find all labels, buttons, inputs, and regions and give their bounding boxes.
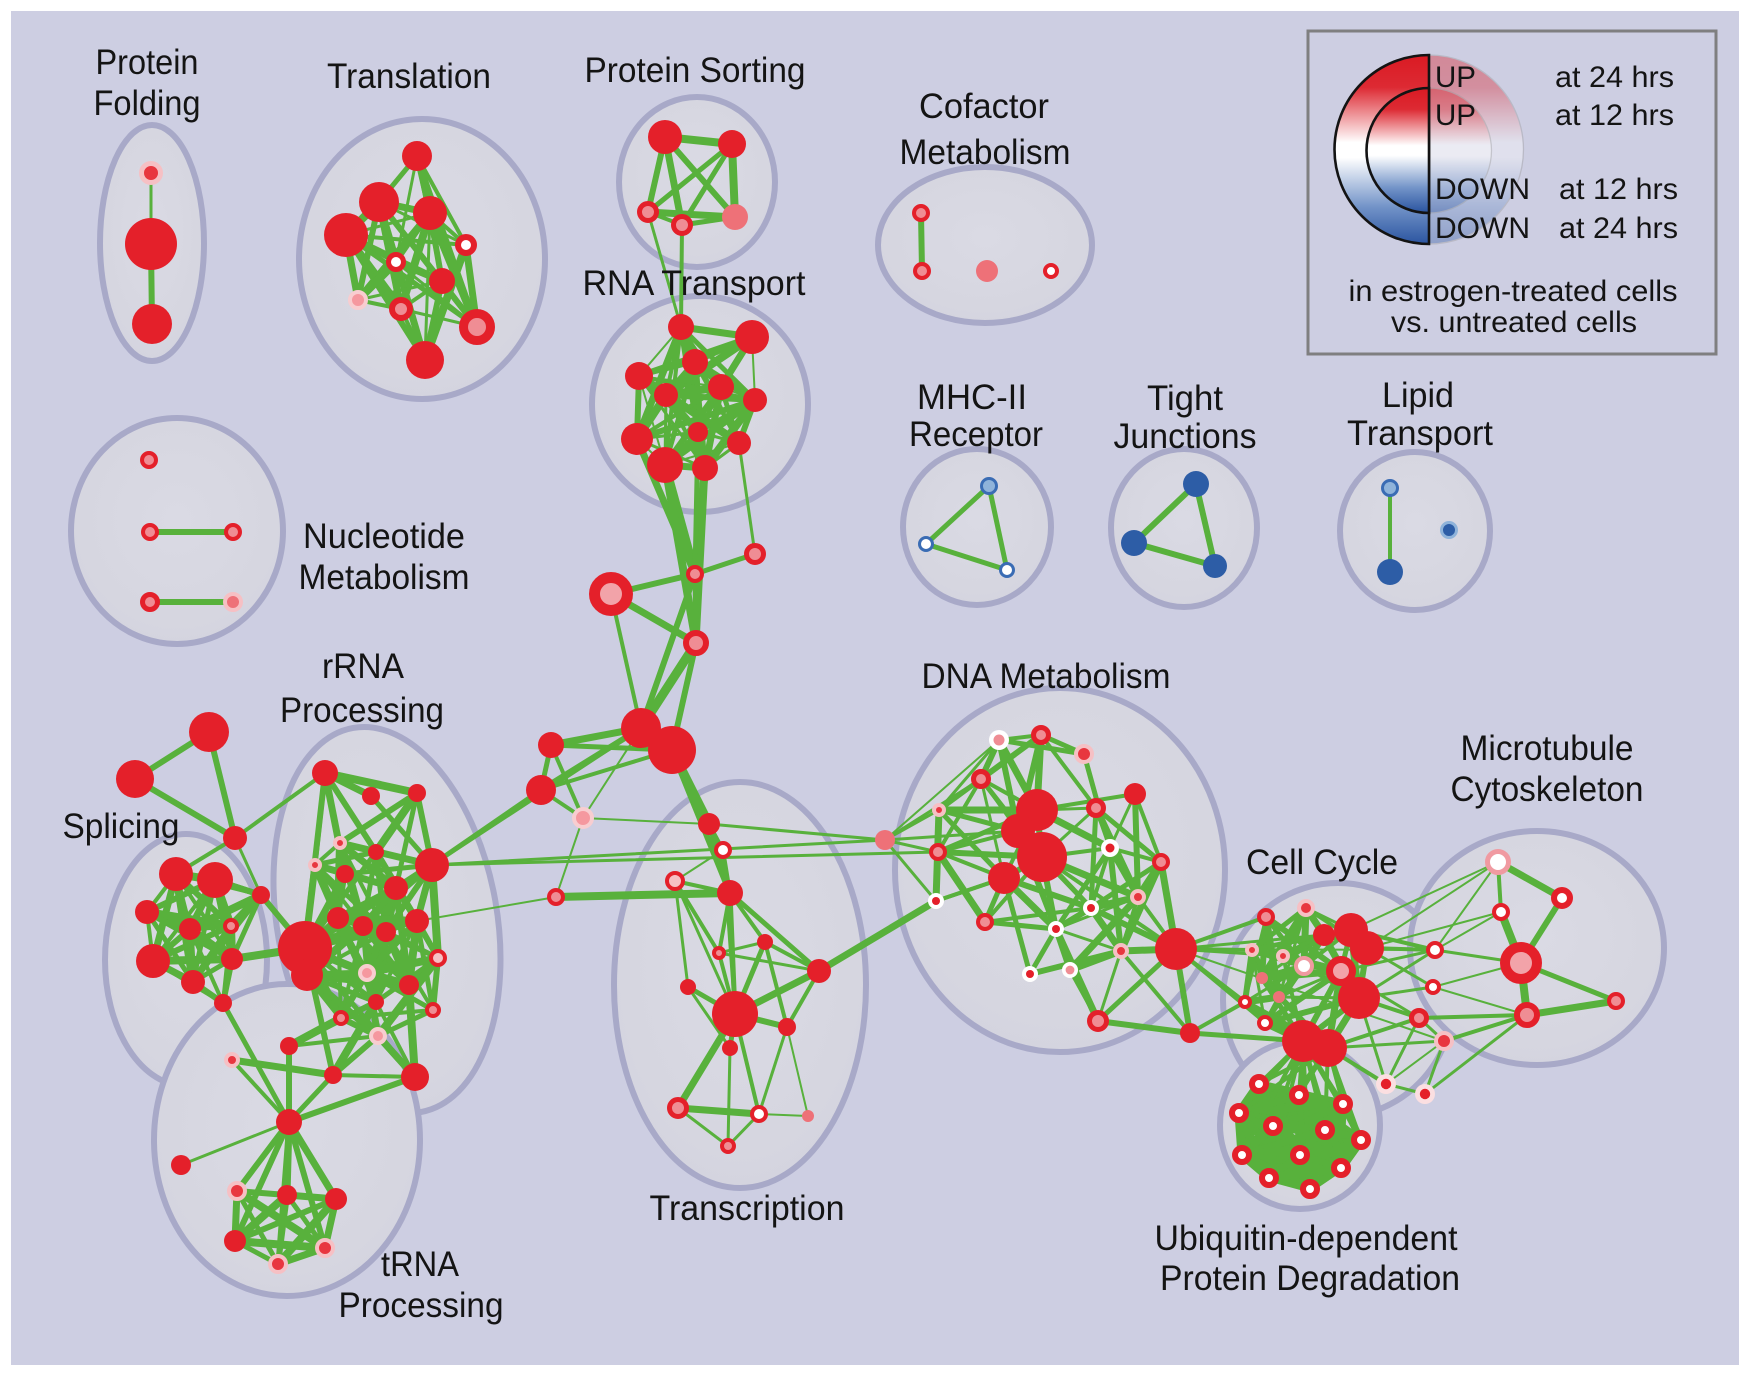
- svg-text:Transport: Transport: [1347, 413, 1493, 453]
- svg-text:at 24 hrs: at 24 hrs: [1559, 212, 1678, 245]
- svg-text:Splicing: Splicing: [63, 806, 180, 846]
- svg-text:Protein Degradation: Protein Degradation: [1160, 1258, 1460, 1298]
- svg-text:Cytoskeleton: Cytoskeleton: [1451, 769, 1644, 809]
- svg-text:DOWN: DOWN: [1435, 212, 1530, 245]
- svg-text:DOWN: DOWN: [1435, 173, 1530, 206]
- svg-text:Junctions: Junctions: [1114, 416, 1257, 456]
- svg-text:UP: UP: [1435, 61, 1476, 94]
- svg-text:rRNA: rRNA: [322, 646, 404, 686]
- svg-text:Tight: Tight: [1147, 378, 1223, 418]
- svg-text:MHC-II: MHC-II: [917, 377, 1027, 417]
- svg-text:Processing: Processing: [280, 690, 444, 730]
- svg-text:Processing: Processing: [339, 1285, 504, 1325]
- svg-text:RNA Transport: RNA Transport: [583, 263, 806, 303]
- svg-text:at 12 hrs: at 12 hrs: [1555, 99, 1674, 132]
- svg-text:Cofactor: Cofactor: [919, 86, 1049, 126]
- svg-text:Cell Cycle: Cell Cycle: [1246, 842, 1398, 882]
- svg-text:tRNA: tRNA: [381, 1244, 459, 1284]
- svg-text:vs. untreated cells: vs. untreated cells: [1391, 306, 1637, 339]
- svg-text:UP: UP: [1435, 99, 1476, 132]
- svg-text:Protein: Protein: [96, 42, 199, 82]
- svg-text:Translation: Translation: [327, 56, 491, 96]
- svg-text:DNA Metabolism: DNA Metabolism: [922, 656, 1171, 696]
- svg-text:Transcription: Transcription: [650, 1188, 845, 1228]
- svg-text:in estrogen-treated cells: in estrogen-treated cells: [1349, 275, 1678, 308]
- svg-text:Ubiquitin-dependent: Ubiquitin-dependent: [1155, 1218, 1458, 1258]
- svg-text:Protein Sorting: Protein Sorting: [585, 50, 806, 90]
- svg-text:Receptor: Receptor: [909, 414, 1043, 454]
- svg-text:Nucleotide: Nucleotide: [303, 516, 465, 556]
- svg-text:Microtubule: Microtubule: [1461, 728, 1634, 768]
- svg-text:Folding: Folding: [94, 83, 201, 123]
- svg-text:at 24 hrs: at 24 hrs: [1555, 61, 1674, 94]
- svg-text:Metabolism: Metabolism: [299, 557, 470, 597]
- svg-text:Metabolism: Metabolism: [900, 132, 1071, 172]
- svg-text:at 12 hrs: at 12 hrs: [1559, 173, 1678, 206]
- svg-text:Lipid: Lipid: [1382, 375, 1454, 415]
